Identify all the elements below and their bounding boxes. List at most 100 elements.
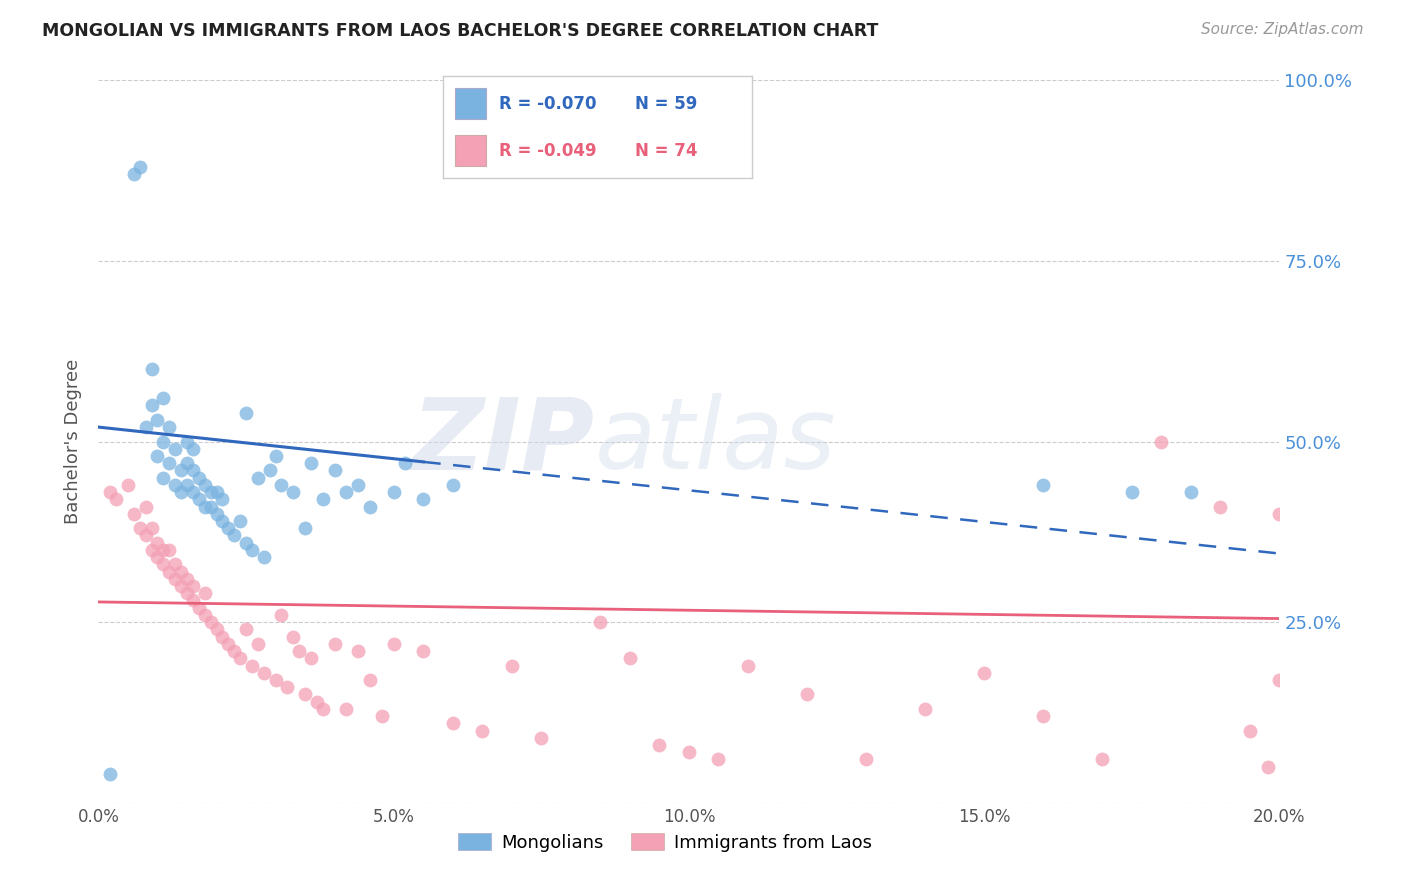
Point [855,752,877,766]
Point [1239,723,1261,738]
FancyBboxPatch shape [456,88,486,119]
Point [152,434,174,449]
Point [217,521,239,535]
Point [707,752,730,766]
Point [270,607,292,622]
Point [530,731,553,745]
Point [299,456,322,470]
Point [194,500,217,514]
Point [157,420,180,434]
Point [146,413,169,427]
Point [157,542,180,557]
Text: N = 59: N = 59 [634,95,697,112]
Point [211,514,233,528]
Point [347,478,370,492]
Point [371,709,394,723]
Point [122,167,145,181]
Point [165,442,187,456]
Point [1209,500,1232,514]
Point [152,391,174,405]
Point [359,500,381,514]
Text: N = 74: N = 74 [634,142,697,160]
Point [176,434,198,449]
Point [914,702,936,716]
Point [205,623,228,637]
Point [246,470,269,484]
Point [194,478,217,492]
Point [194,586,217,600]
Point [205,507,228,521]
Point [394,456,416,470]
Point [141,398,163,412]
Point [1121,485,1143,500]
Point [157,456,180,470]
Point [141,521,163,535]
Point [382,637,405,651]
Point [141,362,163,376]
Point [224,528,246,542]
Point [305,695,328,709]
Point [288,644,311,658]
Point [678,745,700,759]
Point [135,420,157,434]
Point [211,492,233,507]
Point [176,478,198,492]
Point [194,607,217,622]
Point [128,521,150,535]
Point [312,702,335,716]
Point [335,702,357,716]
FancyBboxPatch shape [456,136,486,166]
Point [211,630,233,644]
Point [181,579,204,593]
Text: atlas: atlas [595,393,837,490]
Point [501,658,523,673]
Point [135,500,157,514]
Point [122,507,145,521]
Point [200,485,222,500]
Point [181,442,204,456]
Point [235,623,257,637]
Point [648,738,671,752]
Point [1268,673,1291,687]
Point [146,535,169,549]
Point [217,637,239,651]
Point [176,586,198,600]
Point [589,615,612,630]
Point [181,463,204,477]
Point [187,600,209,615]
Point [205,485,228,500]
Text: R = -0.049: R = -0.049 [499,142,596,160]
Point [412,492,434,507]
Point [283,630,305,644]
Point [152,470,174,484]
Point [264,673,287,687]
Point [253,550,276,565]
Point [294,687,316,701]
Point [973,665,995,680]
Point [441,478,464,492]
Point [240,542,263,557]
Point [187,470,209,484]
Point [146,550,169,565]
Point [1032,478,1054,492]
Text: ZIP: ZIP [412,393,595,490]
Text: MONGOLIAN VS IMMIGRANTS FROM LAOS BACHELOR'S DEGREE CORRELATION CHART: MONGOLIAN VS IMMIGRANTS FROM LAOS BACHEL… [42,22,879,40]
Point [264,449,287,463]
Point [152,542,174,557]
Point [200,500,222,514]
Point [246,637,269,651]
Point [441,716,464,731]
Point [619,651,641,665]
Point [382,485,405,500]
Point [276,680,298,694]
Point [165,478,187,492]
Point [176,456,198,470]
Point [737,658,759,673]
Point [1268,507,1291,521]
Point [146,449,169,463]
Point [335,485,357,500]
Point [170,485,193,500]
Point [359,673,381,687]
Point [128,160,150,174]
Point [105,492,128,507]
